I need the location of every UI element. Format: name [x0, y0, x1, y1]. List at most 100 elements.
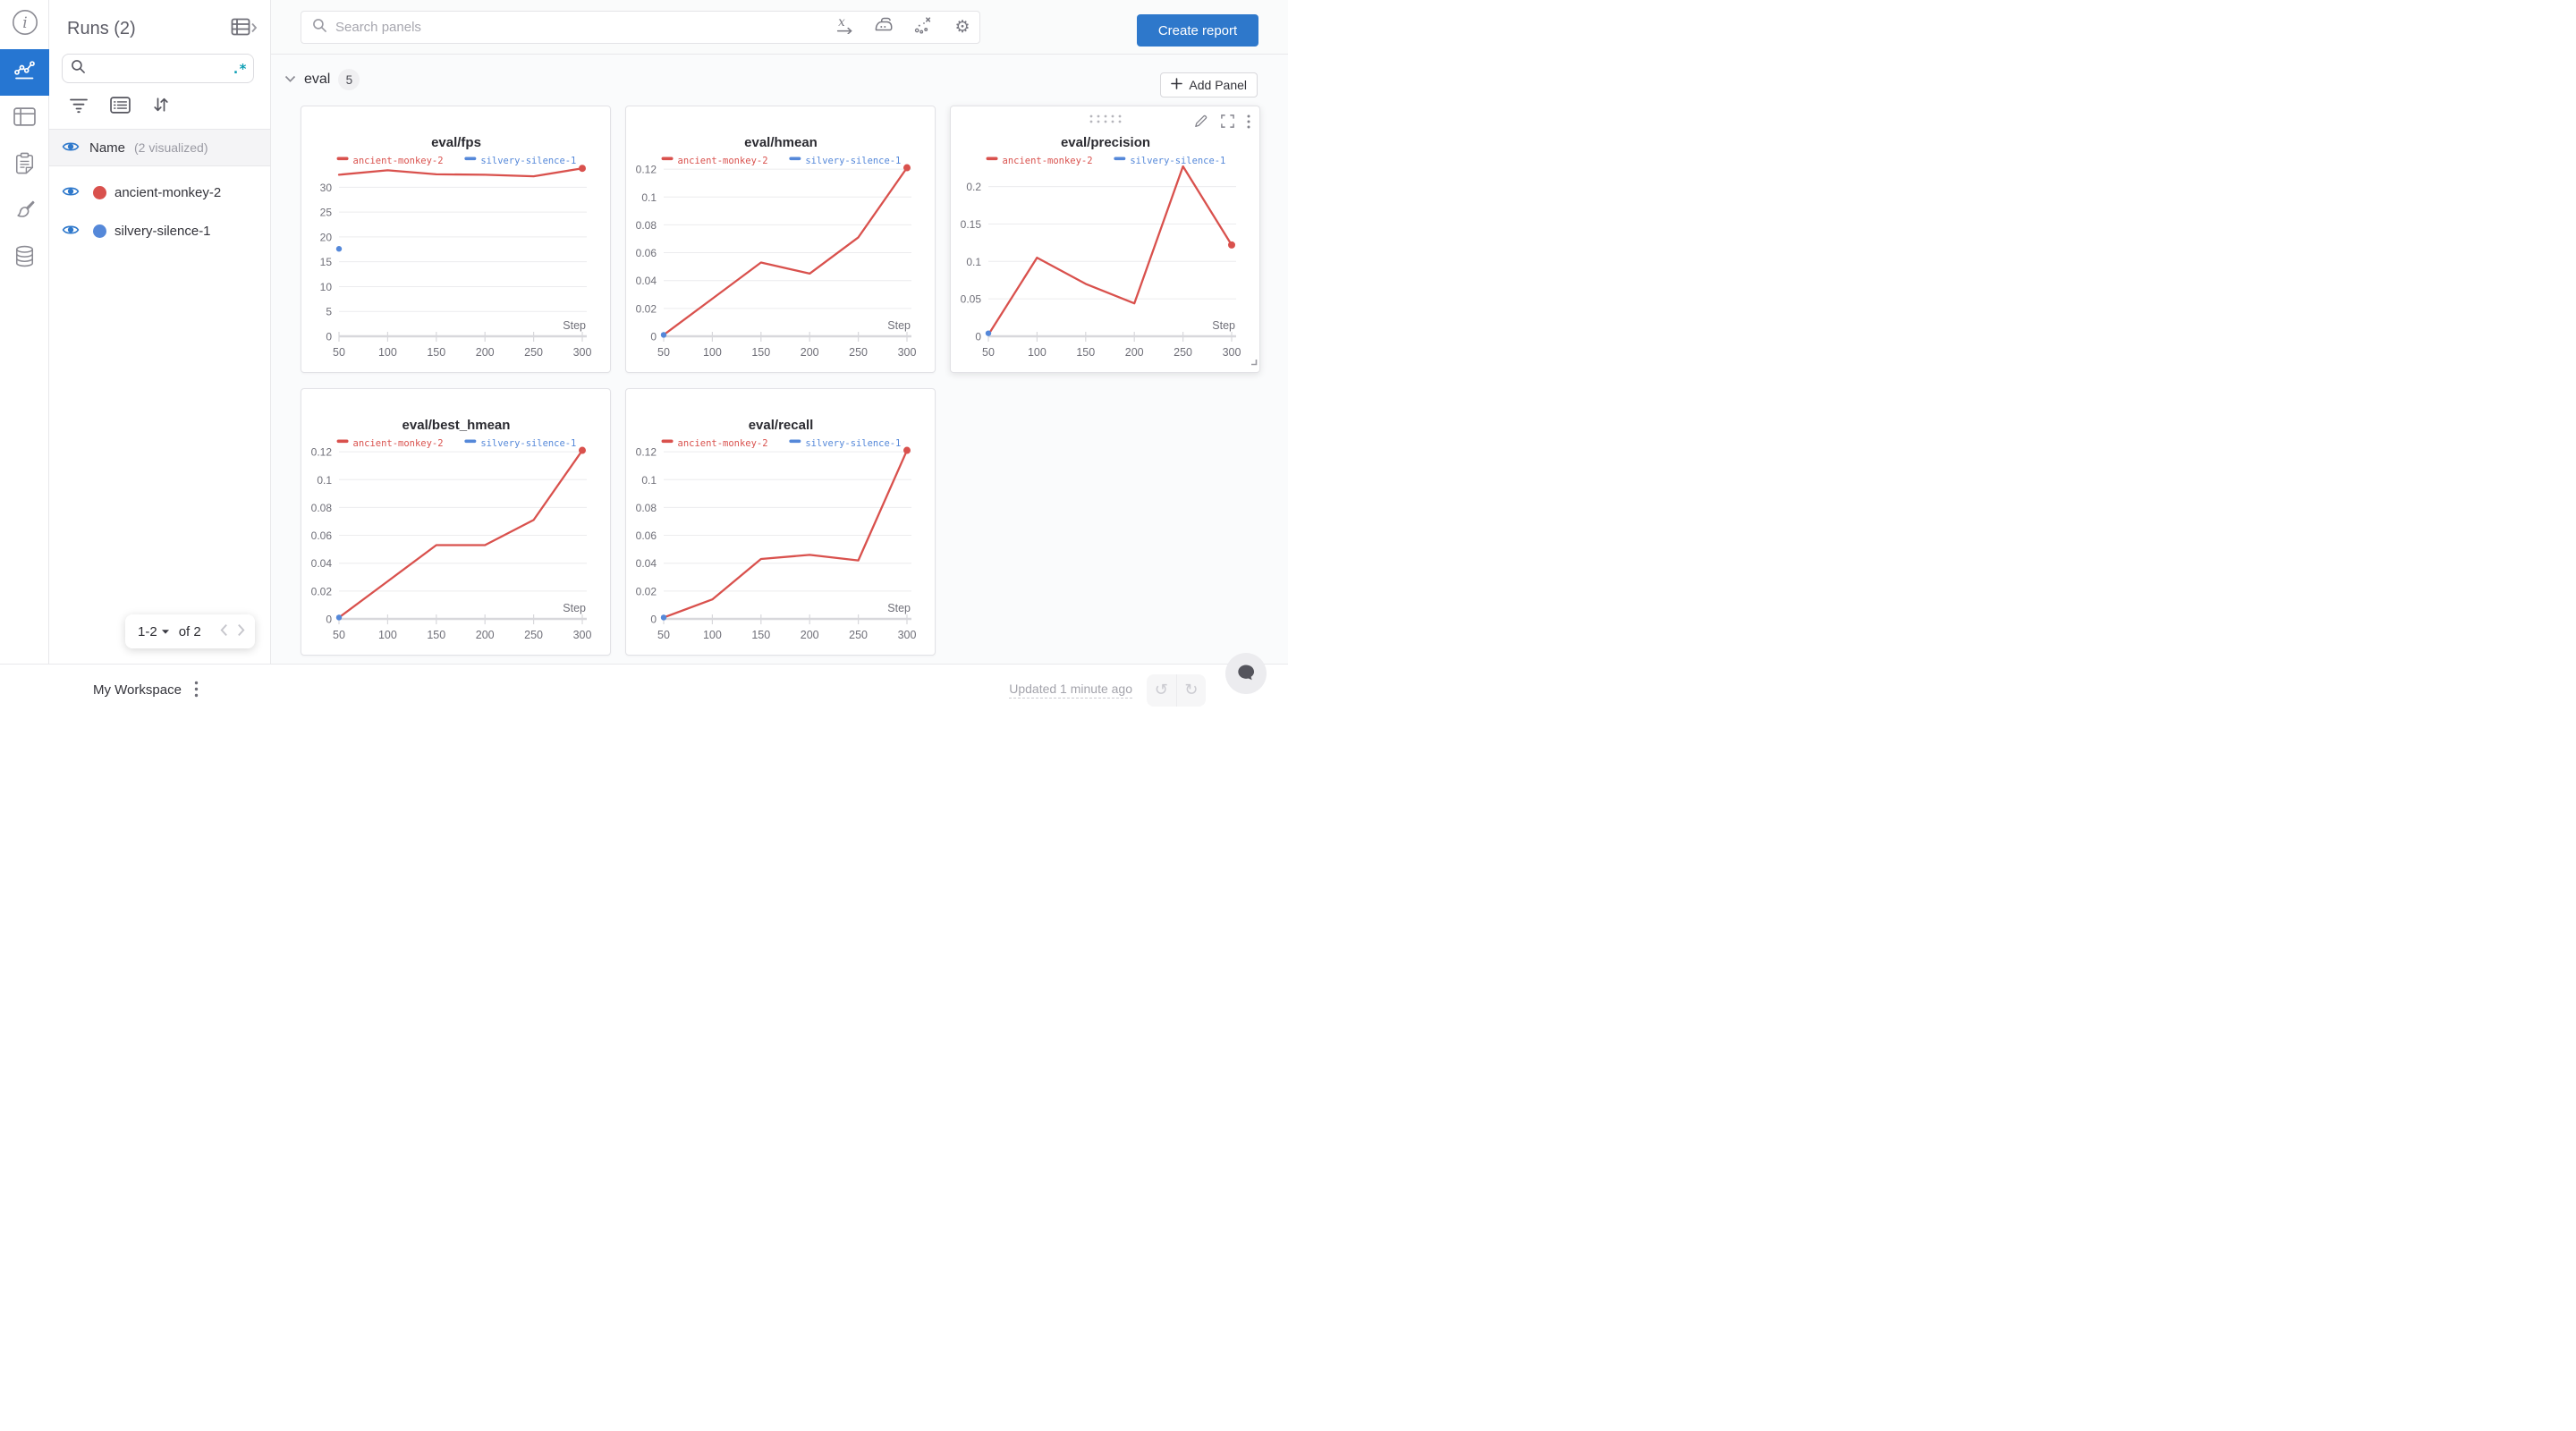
- legend-label: silvery-silence-1: [1130, 155, 1225, 166]
- x-tick-label: 100: [378, 629, 397, 641]
- y-tick-label: 25: [320, 207, 333, 219]
- section-header-eval[interactable]: eval 5: [284, 69, 360, 90]
- x-tick-label: 200: [476, 346, 495, 359]
- panel-search-input[interactable]: [335, 20, 969, 35]
- regex-toggle-icon[interactable]: .*: [231, 60, 247, 77]
- legend-label: ancient-monkey-2: [678, 155, 768, 166]
- chart-legend-item[interactable]: ancient-monkey-2: [661, 437, 768, 449]
- chevron-left-icon: [219, 623, 229, 639]
- jobs-nav-item[interactable]: [0, 142, 49, 189]
- legend-swatch: [661, 439, 674, 444]
- sweeps-nav-item[interactable]: [0, 189, 49, 235]
- outliers-button[interactable]: [912, 16, 934, 38]
- x-tick-label: 50: [657, 346, 670, 359]
- chart-legend-item[interactable]: ancient-monkey-2: [986, 155, 1093, 166]
- chart-legend-item[interactable]: silvery-silence-1: [464, 437, 576, 449]
- panel-menu-button[interactable]: [1247, 114, 1250, 131]
- chart-panel[interactable]: 0 5 10 15 20 25 30 50 100 150 200 250 300 Step eval/fp…: [301, 106, 611, 373]
- runs-table-nav-item[interactable]: [0, 96, 49, 142]
- run-row[interactable]: ancient-monkey-2: [49, 174, 270, 212]
- chevron-right-icon: [236, 623, 246, 639]
- updated-timestamp: Updated 1 minute ago: [1009, 682, 1132, 699]
- legend-label: silvery-silence-1: [480, 155, 576, 166]
- fullscreen-button[interactable]: [1220, 114, 1235, 131]
- x-tick-label: 250: [524, 629, 543, 641]
- overview-nav-item[interactable]: i: [0, 0, 49, 49]
- chart-title: eval/precision: [1061, 135, 1150, 150]
- workspace-menu-button[interactable]: [194, 681, 199, 700]
- sort-arrows-icon: [152, 96, 170, 116]
- runs-panel-title: Runs (2): [67, 19, 136, 38]
- y-tick-label: 0.06: [636, 529, 657, 542]
- chart-legend-item[interactable]: silvery-silence-1: [464, 155, 576, 166]
- series-line: [337, 167, 584, 178]
- workspace-nav-item[interactable]: [0, 49, 49, 96]
- run-name[interactable]: ancient-monkey-2: [114, 185, 222, 200]
- page-total-label: of 2: [178, 623, 201, 639]
- y-tick-label: 15: [320, 256, 333, 268]
- toggle-all-visibility-button[interactable]: [61, 140, 80, 156]
- redo-button[interactable]: ↻: [1177, 674, 1207, 707]
- chevron-down-icon: [284, 72, 296, 88]
- series-end-point: [579, 165, 586, 173]
- artifacts-nav-item[interactable]: [0, 235, 49, 282]
- chart-legend-item[interactable]: ancient-monkey-2: [336, 155, 444, 166]
- help-chat-button[interactable]: [1225, 653, 1267, 694]
- prev-page-button[interactable]: [219, 623, 229, 639]
- run-color-dot: [93, 186, 106, 199]
- table-icon: [13, 107, 36, 131]
- run-settings-button[interactable]: [110, 96, 131, 116]
- undo-button[interactable]: ↺: [1147, 673, 1177, 707]
- next-page-button[interactable]: [236, 623, 246, 639]
- series-end-point: [1228, 241, 1235, 249]
- run-name[interactable]: silvery-silence-1: [114, 224, 211, 239]
- x-axis-label: Step: [887, 602, 911, 614]
- chart-title: eval/fps: [431, 135, 481, 150]
- name-column-label: Name: [89, 140, 126, 156]
- smoothing-button[interactable]: [873, 17, 894, 38]
- runs-search-input[interactable]: [92, 61, 232, 76]
- add-panel-button[interactable]: Add Panel: [1160, 72, 1258, 97]
- y-tick-label: 0.12: [311, 446, 333, 459]
- chart-legend-item[interactable]: silvery-silence-1: [789, 437, 901, 449]
- filter-button[interactable]: [69, 97, 89, 116]
- chart-panel[interactable]: 0 0.02 0.04 0.06 0.08 0.1 0.12 50 100 150 200 250 30…: [625, 106, 936, 373]
- undo-icon: ↺: [1154, 681, 1168, 699]
- legend-label: ancient-monkey-2: [1003, 155, 1093, 166]
- sort-button[interactable]: [152, 96, 170, 116]
- y-tick-label: 0.02: [311, 585, 333, 597]
- x-tick-label: 250: [1174, 346, 1192, 359]
- x-axis-settings-button[interactable]: x: [834, 15, 855, 38]
- chart-panel[interactable]: 0 0.05 0.1 0.15 0.2 50 100 150 200 250 300 Step eval…: [950, 106, 1260, 373]
- runs-search-box: .*: [62, 54, 254, 83]
- search-icon: [71, 59, 86, 79]
- chart-legend-item[interactable]: ancient-monkey-2: [336, 437, 444, 449]
- kebab-icon: [194, 681, 199, 700]
- drag-handle-icon[interactable]: [1088, 113, 1123, 129]
- svg-text:i: i: [22, 14, 27, 32]
- chart-legend-item[interactable]: silvery-silence-1: [1114, 155, 1225, 166]
- y-tick-label: 0.05: [961, 293, 982, 306]
- y-tick-label: 5: [326, 306, 332, 318]
- run-visibility-button[interactable]: [61, 224, 80, 239]
- panels-topbar: x ⚙ Create report: [271, 0, 1288, 55]
- resize-handle-icon[interactable]: [1249, 354, 1258, 370]
- run-visibility-button[interactable]: [61, 185, 80, 200]
- chart-panel[interactable]: 0 0.02 0.04 0.06 0.08 0.1 0.12 50 100 150 200 250 30…: [625, 388, 936, 656]
- x-tick-label: 50: [982, 346, 995, 359]
- expand-runs-table-button[interactable]: [231, 18, 258, 40]
- chart-panel[interactable]: 0 0.02 0.04 0.06 0.08 0.1 0.12 50 100 150 200 250 30…: [301, 388, 611, 656]
- run-row[interactable]: silvery-silence-1: [49, 212, 270, 250]
- chart-legend-item[interactable]: silvery-silence-1: [789, 155, 901, 166]
- create-report-button[interactable]: Create report: [1137, 14, 1258, 47]
- x-tick-label: 150: [427, 629, 445, 641]
- runs-list: ancient-monkey-2 silvery-silence-1: [49, 166, 270, 250]
- legend-swatch: [464, 157, 477, 161]
- legend-label: ancient-monkey-2: [353, 437, 444, 449]
- workspace-settings-button[interactable]: ⚙: [952, 17, 973, 38]
- iron-icon: [873, 15, 894, 40]
- edit-panel-button[interactable]: [1193, 114, 1208, 131]
- chart-legend-item[interactable]: ancient-monkey-2: [661, 155, 768, 166]
- page-range-dropdown[interactable]: 1-2: [138, 623, 157, 639]
- y-tick-label: 10: [320, 281, 333, 293]
